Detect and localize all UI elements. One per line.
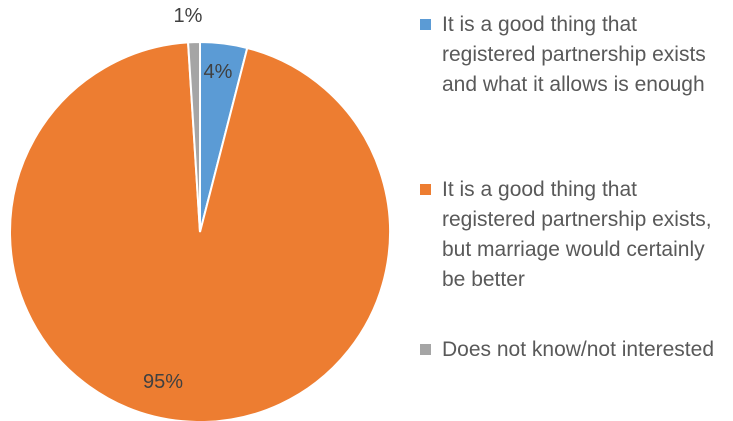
legend-label: Does not know/not interested (442, 338, 714, 361)
legend-swatch-blue (420, 19, 431, 30)
pie-chart: 4% 95% 1% (9, 5, 391, 421)
legend-label: It is a good thing that registered partn… (442, 178, 712, 291)
data-label-2: 1% (174, 5, 203, 27)
data-label-0: 4% (204, 61, 233, 83)
pie-slice-1 (9, 41, 391, 421)
legend-label: It is a good thing that registered partn… (442, 13, 706, 96)
legend-swatch-orange (420, 184, 431, 195)
data-label-1: 95% (143, 371, 183, 393)
legend-swatch-gray (420, 344, 431, 355)
pie-slice-2 (187, 40, 201, 233)
